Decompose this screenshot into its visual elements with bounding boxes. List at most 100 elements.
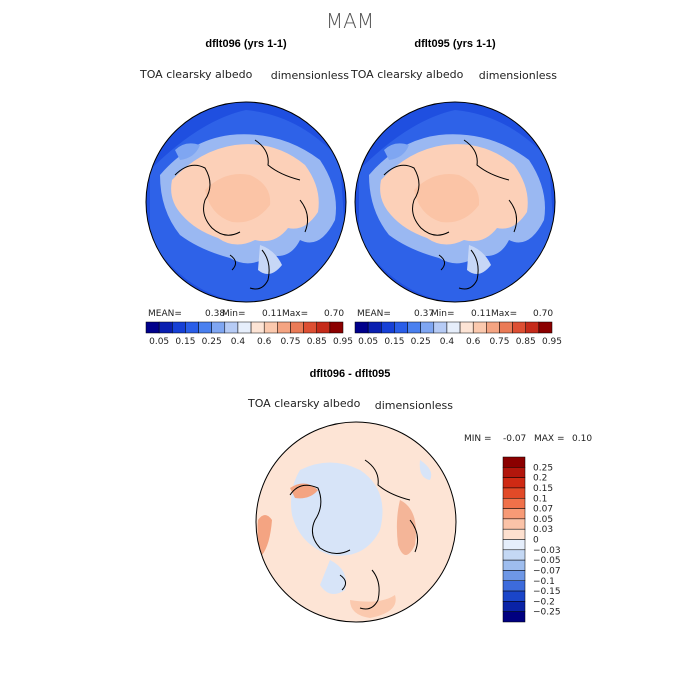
colorbar: 0.05 0.15 0.25 0.4 0.6 0.75 0.85 0.95	[145, 321, 353, 347]
max-label: Max=	[491, 309, 517, 319]
colorbar-swatch	[459, 321, 474, 334]
max-value: 0.70	[533, 309, 553, 319]
colorbar-tick-label: 0.4	[440, 337, 455, 347]
colorbar-swatch	[502, 467, 526, 478]
colorbar-tick-label: −0.2	[533, 597, 555, 607]
colorbar-tick-label: 0.85	[307, 337, 327, 347]
colorbar-swatch	[198, 321, 212, 334]
mean-value: 0.38	[205, 309, 225, 319]
colorbar-tick-label: −0.1	[533, 577, 555, 587]
units-label: dimensionless	[375, 399, 454, 412]
colorbar-swatch	[502, 487, 526, 499]
colorbar-swatch	[237, 321, 252, 334]
variable-label: TOA clearsky albedo	[350, 68, 464, 81]
colorbar-swatch	[381, 321, 395, 334]
colorbar-tick-label: 0.15	[384, 337, 404, 347]
colorbar-tick-label: 0	[533, 536, 539, 546]
min-label: Min=	[222, 309, 246, 319]
colorbar-swatch	[502, 601, 526, 612]
panel-title: dflt096 (yrs 1-1)	[205, 38, 287, 50]
colorbar-tick-label: 0.03	[533, 525, 553, 535]
colorbar-swatch	[538, 321, 553, 334]
colorbar-tick-label: 0.15	[533, 484, 553, 494]
colorbar-tick-label: 0.95	[542, 337, 562, 347]
colorbar-tick-label: 0.15	[175, 337, 195, 347]
colorbar-swatch	[525, 321, 540, 334]
colorbar-swatch	[502, 477, 526, 489]
colorbar-swatch	[502, 456, 526, 468]
colorbar-swatch	[472, 321, 487, 334]
colorbar-swatch	[367, 321, 382, 334]
mean-label: MEAN=	[148, 309, 182, 319]
variable-label: TOA clearsky albedo	[139, 68, 253, 81]
mean-value: 0.37	[414, 309, 434, 319]
colorbar-swatch	[502, 498, 526, 509]
colorbar-tick-label: 0.1	[533, 494, 547, 504]
colorbar-tick-label: −0.05	[533, 556, 561, 566]
colorbar-swatch	[512, 321, 526, 334]
colorbar-swatch	[277, 321, 291, 334]
panel-dflt096: dflt096 (yrs 1-1) TOA clearsky albedo di…	[139, 38, 353, 347]
colorbar-swatch	[316, 321, 331, 334]
colorbar-tick-label: 0.6	[466, 337, 481, 347]
colorbar-tick-label: 0.05	[533, 515, 553, 525]
colorbar-swatch	[224, 321, 239, 334]
colorbar-swatch	[502, 580, 526, 592]
colorbar-swatch	[502, 559, 526, 571]
colorbar-swatch	[502, 528, 526, 540]
polar-map	[256, 422, 456, 622]
colorbar-swatch	[211, 321, 226, 334]
colorbar: 0.250.20.150.10.070.050.030−0.03−0.05−0.…	[502, 456, 561, 623]
colorbar-tick-label: 0.25	[202, 337, 222, 347]
max-value: 0.10	[572, 434, 592, 444]
colorbar: 0.05 0.15 0.25 0.4 0.6 0.75 0.85 0.95	[354, 321, 562, 347]
variable-label: TOA clearsky albedo	[247, 397, 361, 410]
units-label: dimensionless	[479, 69, 558, 82]
colorbar-swatch	[394, 321, 408, 334]
min-label: Min=	[431, 309, 455, 319]
panel-title: dflt095 (yrs 1-1)	[414, 38, 496, 50]
colorbar-swatch	[250, 321, 265, 334]
colorbar-tick-label: 0.95	[333, 337, 353, 347]
colorbar-tick-label: 0.85	[516, 337, 536, 347]
units-label: dimensionless	[271, 69, 350, 82]
colorbar-swatch	[502, 539, 526, 551]
colorbar-tick-label: 0.07	[533, 505, 553, 515]
polar-map	[355, 102, 555, 302]
colorbar-swatch	[158, 321, 173, 334]
colorbar-tick-label: 0.4	[231, 337, 246, 347]
max-label: MAX =	[534, 434, 565, 444]
panel-dflt095: dflt095 (yrs 1-1) TOA clearsky albedo di…	[350, 38, 562, 347]
min-value: 0.11	[471, 309, 491, 319]
main-title: MAM	[326, 9, 374, 33]
colorbar-swatch	[303, 321, 317, 334]
colorbar-tick-label: 0.25	[411, 337, 431, 347]
colorbar-tick-label: 0.25	[533, 463, 553, 473]
colorbar-tick-label: 0.05	[358, 337, 378, 347]
min-value: 0.11	[262, 309, 282, 319]
colorbar-swatch	[263, 321, 278, 334]
colorbar-swatch	[329, 321, 344, 334]
colorbar-tick-label: 0.05	[149, 337, 169, 347]
max-value: 0.70	[324, 309, 344, 319]
colorbar-tick-label: 0.75	[280, 337, 300, 347]
colorbar-swatch	[502, 549, 526, 561]
colorbar-tick-label: −0.25	[533, 608, 561, 618]
colorbar-swatch	[433, 321, 448, 334]
colorbar-swatch	[185, 321, 199, 334]
colorbar-tick-label: −0.07	[533, 566, 561, 576]
colorbar-swatch	[446, 321, 461, 334]
colorbar-swatch	[486, 321, 500, 334]
min-label: MIN =	[464, 434, 492, 444]
colorbar-swatch	[502, 518, 526, 530]
colorbar-tick-label: 0.2	[533, 474, 547, 484]
panel-difference: dflt096 - dflt095 TOA clearsky albedo di…	[247, 368, 592, 623]
mean-label: MEAN=	[357, 309, 391, 319]
colorbar-tick-label: −0.03	[533, 546, 561, 556]
colorbar-swatch	[172, 321, 186, 334]
colorbar-swatch	[502, 570, 526, 581]
colorbar-swatch	[354, 321, 369, 334]
colorbar-swatch	[502, 590, 526, 602]
panel-title: dflt096 - dflt095	[310, 368, 391, 380]
